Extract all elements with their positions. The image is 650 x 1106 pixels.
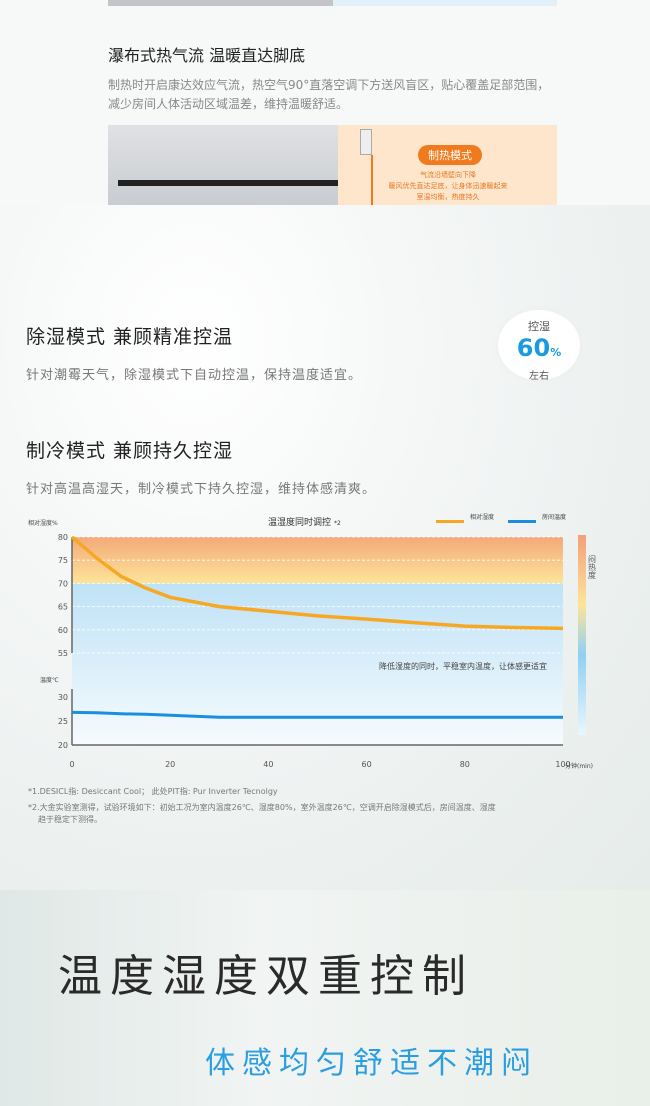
subheadline: 体感均匀舒适不潮闷 [205, 1046, 538, 1081]
y-tick-label: 80 [58, 533, 68, 542]
ac-icon [360, 129, 372, 155]
y-tick-label: 75 [58, 556, 68, 565]
humidity-line [70, 535, 564, 631]
legend-label-temperature: 房间温度 [542, 513, 566, 521]
y-axis-label-top: 相对湿度% [28, 519, 58, 527]
badge-bottom: 左右 [529, 371, 549, 382]
chart-title: 温湿度同时调控 *2 [268, 516, 341, 528]
ac-unit-image [108, 125, 338, 205]
footnote-2-cont: 趋于稳定下测得。 [38, 815, 102, 824]
heating-section: 瀑布式热气流 温暖直达脚底 制热时开启康达效应气流，热空气90°直落空调下方送风… [0, 0, 650, 205]
dehumid-title: 除湿模式 兼顾精准控温 [26, 326, 234, 348]
cooling-title: 制冷模式 兼顾持久控湿 [26, 440, 234, 462]
y-tick-label: 25 [58, 717, 68, 726]
y-tick-label: 65 [58, 603, 68, 612]
x-axis-label: 分钟(min) [565, 762, 593, 770]
mode-line: 暖风优先直达足底，让身体迅速暖起来 [388, 182, 508, 190]
y-tick-label: 60 [58, 626, 68, 635]
legend-label-humidity: 相对湿度 [470, 513, 494, 521]
headline: 温度湿度双重控制 [58, 951, 474, 1002]
temperature-line [71, 710, 563, 719]
image-strip [108, 0, 333, 6]
mode-line: 室温均衡，热度持久 [416, 193, 480, 201]
heating-diagram: 制热模式 气流沿墙壁向下降 暖风优先直达足底，让身体迅速暖起来 室温均衡，热度持… [338, 125, 557, 205]
legend-swatch-temperature [508, 520, 536, 523]
y-axis-label-bottom: 温度℃ [40, 676, 59, 684]
heating-title: 瀑布式热气流 温暖直达脚底 [108, 46, 306, 65]
badge-top: 控湿 [528, 320, 550, 333]
stuffiness-label: 闷热度 [588, 554, 597, 580]
y-tick-label: 55 [58, 649, 68, 658]
mode-line: 气流沿墙壁向下降 [420, 171, 476, 179]
dehumid-desc: 针对潮霉天气，除湿模式下自动控温，保持温度适宜。 [26, 368, 363, 383]
x-tick-label: 0 [69, 760, 74, 769]
hero-section [0, 890, 650, 1106]
x-tick-label: 60 [362, 760, 372, 769]
image-strip [333, 0, 557, 6]
x-tick-label: 100 [555, 760, 570, 769]
legend-swatch-humidity [436, 520, 464, 523]
y-tick-label: 70 [58, 579, 68, 588]
y-tick-label: 20 [58, 741, 68, 750]
footnote-1: *1.DESICL指: Desiccant Cool； 此处PIT指: Pur … [28, 787, 278, 796]
footnote-2: *2.大金实验室测得，试验环境如下：初始工况为室内温度26℃、湿度80%，室外温… [28, 803, 496, 812]
badge-value: 60% [516, 334, 562, 362]
humidity-temperature-chart: 80 75 70 65 60 55 30 25 20 0 20 40 60 80 100 温湿度同时调控 *2… [28, 513, 597, 770]
heating-desc: 制热时开启康达效应气流，热空气90°直落空调下方送风盲区，贴心覆盖足部范围，减少… [108, 78, 550, 111]
stuffiness-scale [578, 535, 586, 735]
cooling-desc: 针对高温高湿天，制冷模式下持久控湿，维持体感清爽。 [26, 482, 377, 497]
mode-pill: 制热模式 [418, 145, 482, 165]
x-tick-label: 40 [263, 760, 273, 769]
x-tick-label: 20 [165, 760, 175, 769]
humidity-badge: 控湿 60% 左右 [498, 310, 580, 382]
y-tick-label: 30 [58, 693, 68, 702]
airflow-line [371, 155, 373, 205]
chart-annotation: 降低湿度的同时，平稳室内温度，让体感更适宜 [379, 661, 547, 671]
x-tick-label: 80 [460, 760, 470, 769]
